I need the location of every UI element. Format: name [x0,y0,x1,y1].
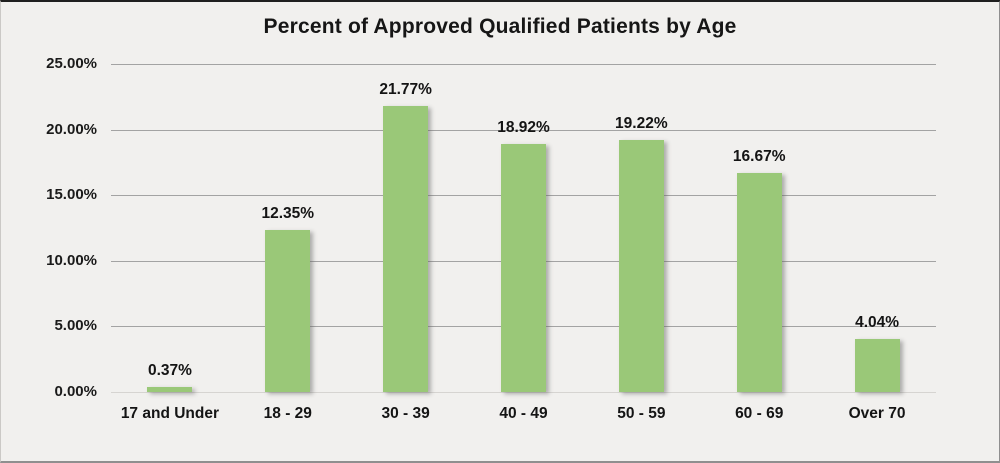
bar [501,143,546,392]
bar [736,173,782,392]
bar [383,106,429,392]
bar-value-label: 12.35% [261,204,315,222]
x-axis-label: 50 - 59 [617,405,666,422]
bar-value-label: 4.04% [855,314,900,331]
chart-title: Percent of Approved Qualified Patients b… [263,15,737,38]
bar-value-label: 21.77% [379,81,432,99]
y-axis-tick-label: 25.00% [46,55,97,72]
gridline [111,392,936,393]
gridline [111,129,936,131]
bar [265,229,311,392]
bar [147,387,193,392]
bar-value-label: 16.67% [732,148,786,166]
bar-value-label: 19.22% [615,114,668,132]
y-axis-tick-label: 0.00% [54,383,97,400]
y-axis-tick-label: 15.00% [46,186,97,204]
y-axis-tick-label: 5.00% [54,317,97,335]
x-axis-label: Over 70 [848,405,906,422]
y-axis-tick-label: 10.00% [46,251,97,269]
gridline [111,64,936,65]
bar-value-label: 0.37% [147,362,192,380]
y-axis-tick-label: 20.00% [46,120,97,138]
bar [618,139,664,392]
x-axis-label: 30 - 39 [381,405,430,422]
bar [854,339,900,392]
plot-area: 0.37% 12.35% 21.77% 18.92% 19.22% 16.67% 4.04% [111,64,936,393]
x-axis-label: 40 - 49 [499,405,548,422]
x-axis-label: 17 and Under [120,405,220,422]
bar-value-label: 18.92% [497,118,550,136]
x-axis-label: 18 - 29 [263,405,312,422]
x-axis-label: 60 - 69 [735,405,784,422]
